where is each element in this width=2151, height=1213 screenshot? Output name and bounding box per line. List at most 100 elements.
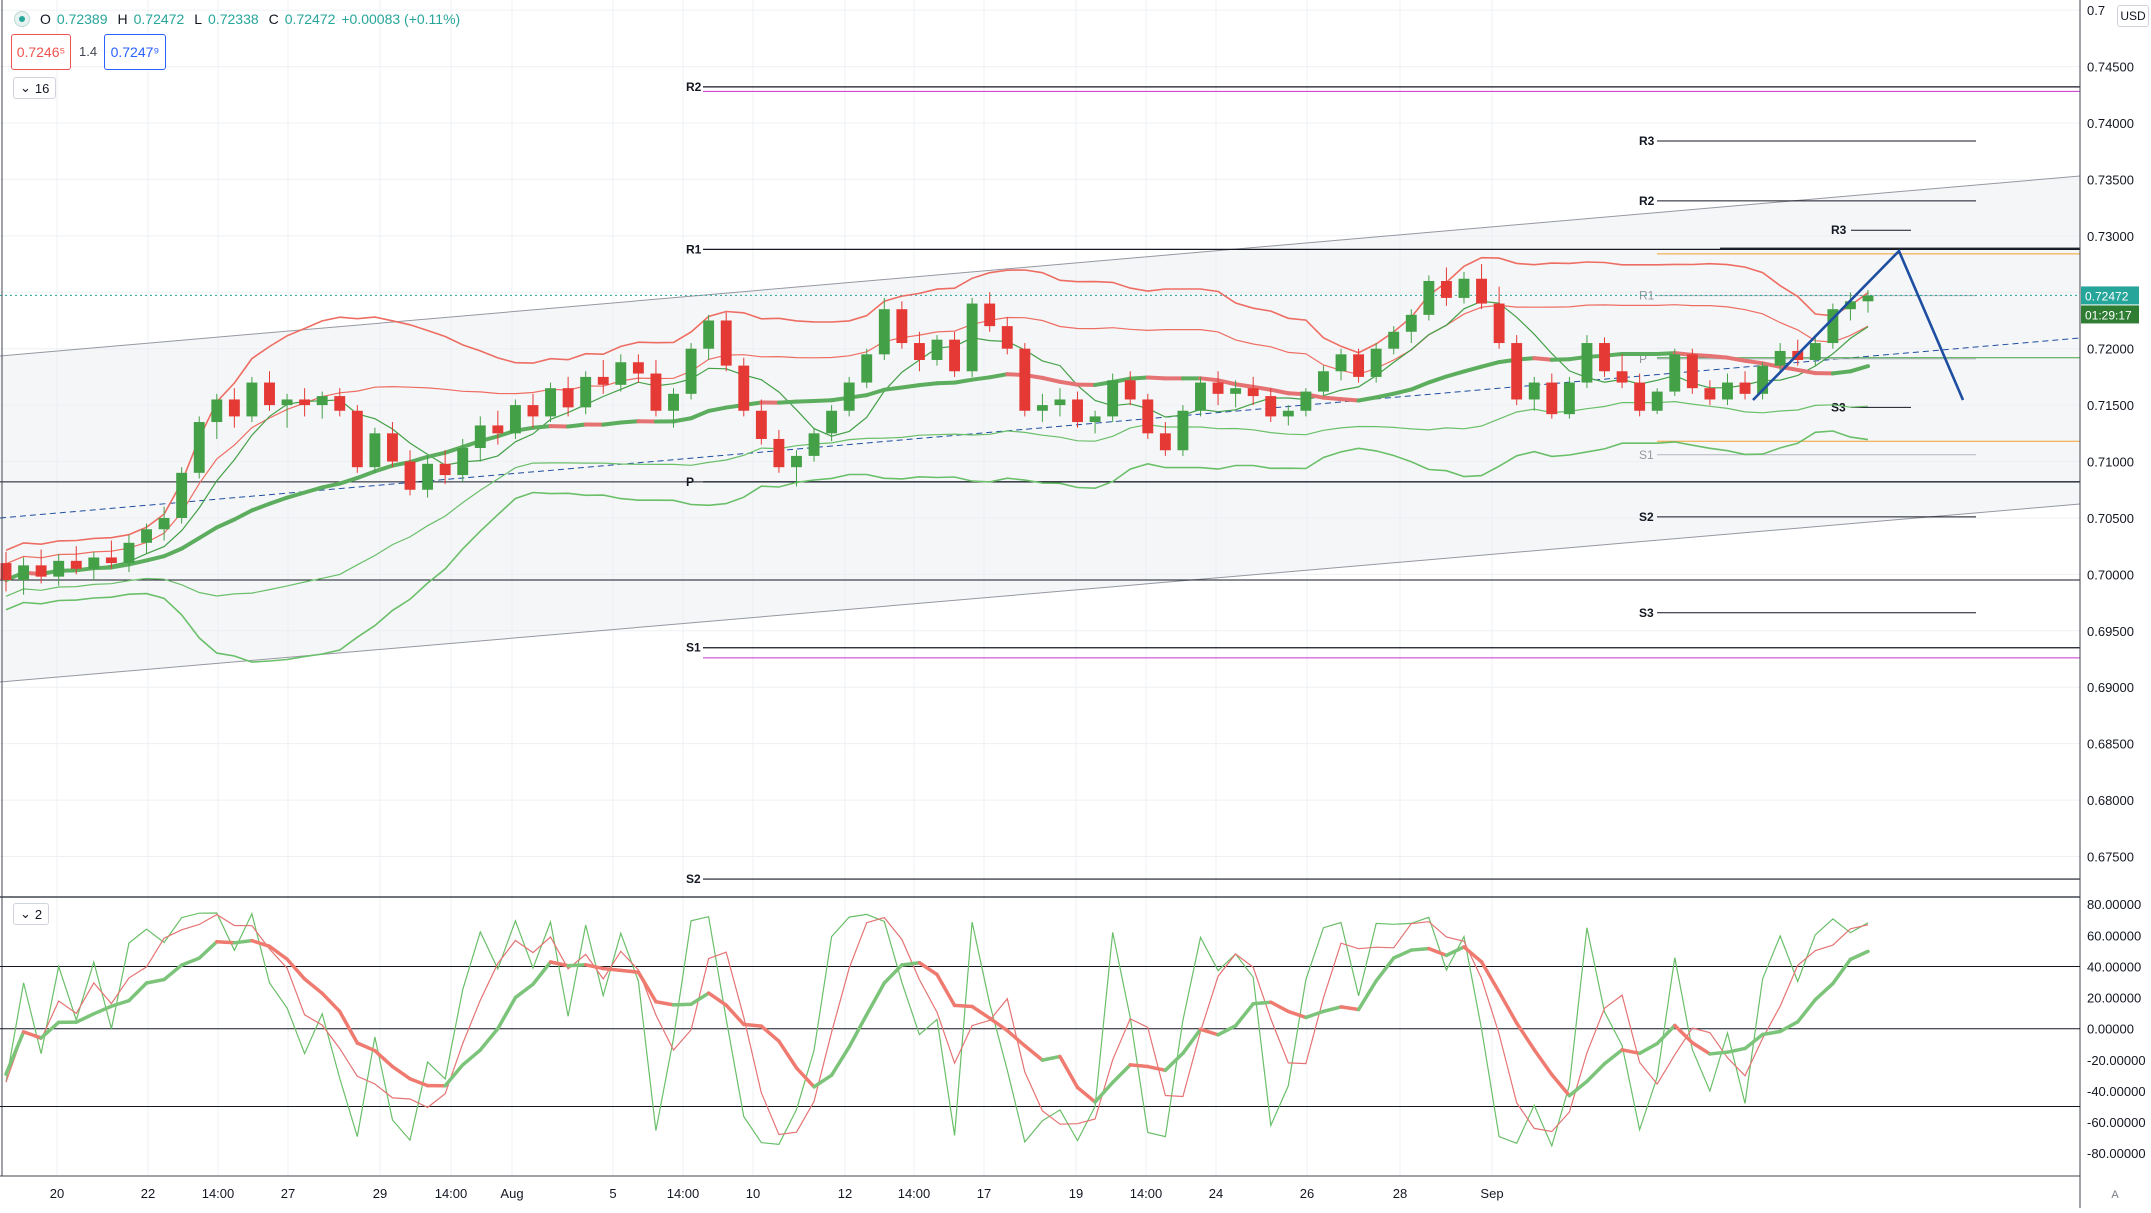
candle-body [686, 349, 697, 394]
candle-body [1160, 433, 1171, 450]
oscillator-slow-segment [972, 1007, 990, 1019]
basis-ma-segment [1710, 356, 1728, 358]
oscillator-slow-segment [357, 1043, 375, 1051]
open-label: O [40, 11, 51, 27]
oscillator-slow-segment [1060, 1057, 1078, 1088]
candle-body [879, 309, 890, 354]
oscillator-slow-segment [1113, 1065, 1131, 1083]
oscillator-slow-segment [94, 1006, 112, 1014]
oscillator-slow-segment [674, 1004, 692, 1005]
candle-body [1265, 396, 1276, 416]
oscillator-slow-segment [182, 958, 200, 965]
oscillator-axis-label: 80.00000 [2087, 897, 2141, 912]
basis-ma-segment [1130, 377, 1148, 378]
countdown-value: 01:29:17 [2085, 308, 2132, 322]
candle-body [1353, 354, 1364, 377]
basis-ma-segment [1745, 361, 1763, 364]
sell-button[interactable]: 0.7246⁵ [11, 34, 71, 70]
candle-body [1423, 281, 1434, 315]
oscillator-slow-segment [709, 993, 727, 1005]
candle-body [106, 557, 117, 563]
basis-ma-segment [1552, 359, 1570, 360]
buy-button[interactable]: 0.7247⁹ [104, 34, 166, 70]
candle-body [580, 377, 591, 407]
candle-body [598, 377, 609, 385]
oscillator-slow-segment [1815, 984, 1833, 1000]
price-axis-label: 0.71500 [2087, 398, 2134, 413]
price-axis-label: 0.73000 [2087, 229, 2134, 244]
candle-body [1142, 399, 1153, 433]
close-value: 0.72472 [285, 11, 336, 27]
candle-body [211, 399, 222, 422]
time-axis-label: 14:00 [1130, 1186, 1163, 1201]
oscillator-slow-segment [1517, 1023, 1535, 1050]
price-axis-label: 0.74500 [2087, 60, 2134, 75]
oscillator-slow-segment [1130, 1065, 1148, 1067]
weekly-pivot-label: S1 [1639, 448, 1654, 462]
oscillator-slow-segment [1411, 949, 1429, 950]
oscillator-slow-segment [217, 942, 235, 943]
candle-body [1617, 371, 1628, 382]
candle-body [1459, 279, 1470, 298]
oscillator-slow-segment [1745, 1035, 1763, 1049]
time-axis-label: 14:00 [667, 1186, 700, 1201]
candle-body [352, 411, 363, 467]
oscillator-slow-segment [568, 965, 586, 966]
oscillator-slow-segment [1833, 959, 1851, 983]
time-axis-label: 12 [838, 1186, 852, 1201]
basis-ma-segment [919, 383, 937, 385]
candle-body [861, 354, 872, 382]
candle-body [71, 561, 82, 569]
oscillator-axis-label: 40.00000 [2087, 959, 2141, 974]
candle-body [18, 565, 29, 580]
oscillator-slow-segment [621, 970, 639, 972]
basis-ma-segment [814, 400, 832, 401]
candle-body [791, 456, 802, 467]
oscillator-slow-segment [1763, 1031, 1781, 1034]
oscillator-slow-segment [129, 983, 147, 1001]
market-status-icon[interactable] [14, 11, 30, 27]
oscillator-signal-line [6, 915, 1868, 1135]
oscillator-slow-segment [76, 1014, 94, 1022]
candle-body [1125, 380, 1136, 399]
channel-fill [0, 176, 2080, 682]
candle-body [1740, 383, 1751, 394]
oscillator-slow-segment [832, 1047, 850, 1075]
time-axis-label: 17 [977, 1186, 991, 1201]
oscillator-slow-segment [1657, 1025, 1675, 1043]
oscillator-slow-segment [1605, 1050, 1623, 1064]
oscillator-slow-segment [24, 1032, 42, 1038]
time-axis-label: 14:00 [202, 1186, 235, 1201]
oscillator-slow-segment [656, 1002, 674, 1005]
currency-button[interactable]: USD [2117, 5, 2149, 27]
close-label: C [269, 11, 279, 27]
candle-body [1722, 383, 1733, 400]
time-axis-label: 10 [746, 1186, 760, 1201]
time-axis-label: 19 [1069, 1186, 1083, 1201]
oscillator-slow-segment [796, 1068, 814, 1087]
oscillator-slow-segment [1780, 1022, 1798, 1032]
candle-body [1090, 416, 1101, 422]
candle-body [967, 304, 978, 372]
candle-body [896, 309, 907, 343]
oscillator-slow-segment [41, 1022, 59, 1038]
time-axis-label: 14:00 [898, 1186, 931, 1201]
weekly-pivot-label: R3 [1639, 134, 1655, 148]
price-axis-label: 0.69000 [2087, 680, 2134, 695]
oscillator-slow-segment [147, 980, 165, 983]
oscillator-slow-segment [375, 1051, 393, 1067]
basis-ma-segment [884, 388, 902, 390]
candle-body [1581, 343, 1592, 382]
oscillator-collapse-button[interactable]: ⌄2 [13, 903, 49, 925]
oscillator-slow-segment [551, 962, 569, 966]
candle-body [1388, 332, 1399, 349]
oscillator-slow-segment [779, 1041, 797, 1068]
candle-body [932, 340, 943, 360]
candle-body [1669, 354, 1680, 391]
candle-body [510, 405, 521, 433]
indicators-collapse-button[interactable]: ⌄16 [13, 77, 56, 99]
candle-body [1336, 354, 1347, 371]
candle-body [1002, 326, 1013, 349]
